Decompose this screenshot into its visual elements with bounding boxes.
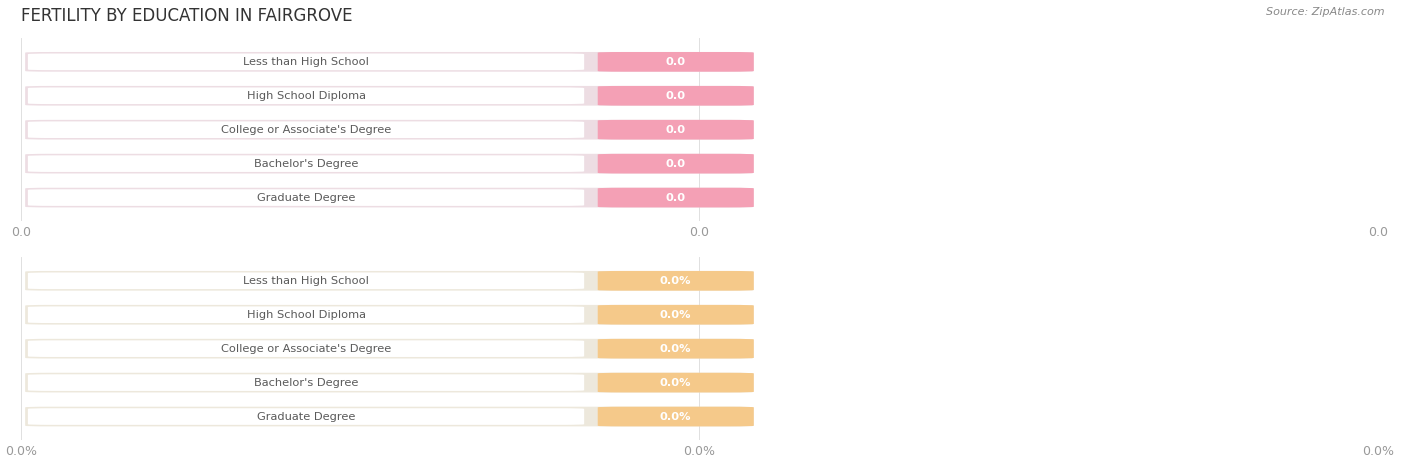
FancyBboxPatch shape — [598, 407, 754, 426]
FancyBboxPatch shape — [25, 271, 754, 291]
Text: Graduate Degree: Graduate Degree — [257, 193, 356, 203]
FancyBboxPatch shape — [28, 189, 583, 206]
FancyBboxPatch shape — [25, 154, 754, 173]
Text: College or Associate's Degree: College or Associate's Degree — [221, 125, 391, 135]
FancyBboxPatch shape — [28, 155, 583, 172]
Text: College or Associate's Degree: College or Associate's Degree — [221, 344, 391, 354]
FancyBboxPatch shape — [598, 154, 754, 173]
FancyBboxPatch shape — [25, 188, 754, 208]
FancyBboxPatch shape — [598, 188, 754, 208]
Text: Less than High School: Less than High School — [243, 57, 368, 67]
Text: Graduate Degree: Graduate Degree — [257, 412, 356, 422]
FancyBboxPatch shape — [25, 407, 754, 426]
Text: 0.0%: 0.0% — [659, 412, 692, 422]
FancyBboxPatch shape — [598, 305, 754, 325]
FancyBboxPatch shape — [25, 120, 754, 139]
Text: Bachelor's Degree: Bachelor's Degree — [254, 159, 359, 169]
FancyBboxPatch shape — [28, 121, 583, 138]
Text: 0.0%: 0.0% — [659, 344, 692, 354]
FancyBboxPatch shape — [598, 120, 754, 139]
Text: Bachelor's Degree: Bachelor's Degree — [254, 377, 359, 387]
FancyBboxPatch shape — [28, 374, 583, 391]
Text: 0.0%: 0.0% — [659, 276, 692, 286]
FancyBboxPatch shape — [28, 408, 583, 425]
FancyBboxPatch shape — [25, 339, 754, 358]
FancyBboxPatch shape — [598, 339, 754, 358]
FancyBboxPatch shape — [28, 53, 583, 70]
FancyBboxPatch shape — [28, 307, 583, 323]
Text: FERTILITY BY EDUCATION IN FAIRGROVE: FERTILITY BY EDUCATION IN FAIRGROVE — [21, 7, 353, 25]
Text: High School Diploma: High School Diploma — [246, 91, 366, 101]
FancyBboxPatch shape — [28, 272, 583, 289]
FancyBboxPatch shape — [25, 373, 754, 392]
Text: 0.0: 0.0 — [665, 159, 686, 169]
Text: 0.0: 0.0 — [665, 91, 686, 101]
Text: Source: ZipAtlas.com: Source: ZipAtlas.com — [1267, 7, 1385, 17]
FancyBboxPatch shape — [598, 373, 754, 392]
FancyBboxPatch shape — [28, 340, 583, 357]
Text: 0.0%: 0.0% — [659, 377, 692, 387]
FancyBboxPatch shape — [598, 86, 754, 106]
FancyBboxPatch shape — [28, 88, 583, 104]
Text: 0.0: 0.0 — [665, 125, 686, 135]
Text: 0.0: 0.0 — [665, 193, 686, 203]
Text: Less than High School: Less than High School — [243, 276, 368, 286]
Text: 0.0%: 0.0% — [659, 310, 692, 320]
FancyBboxPatch shape — [25, 52, 754, 72]
FancyBboxPatch shape — [25, 86, 754, 106]
FancyBboxPatch shape — [25, 305, 754, 325]
FancyBboxPatch shape — [598, 52, 754, 72]
FancyBboxPatch shape — [598, 271, 754, 291]
Text: High School Diploma: High School Diploma — [246, 310, 366, 320]
Text: 0.0: 0.0 — [665, 57, 686, 67]
